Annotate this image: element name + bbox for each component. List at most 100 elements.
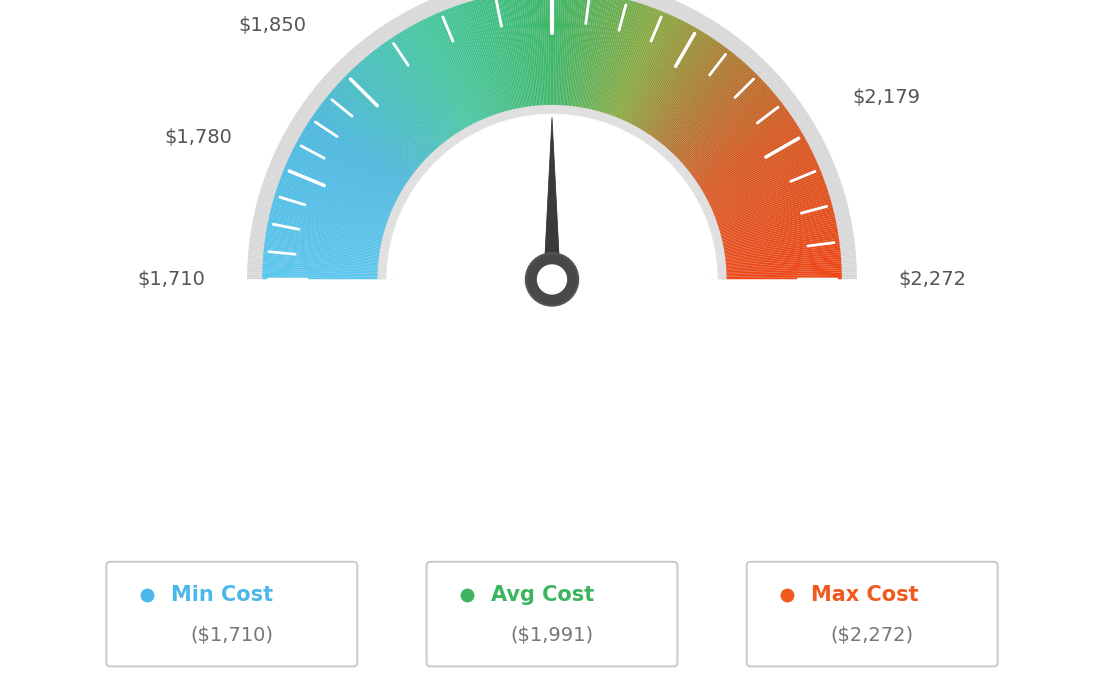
Wedge shape — [570, 0, 584, 111]
Wedge shape — [545, 0, 550, 110]
Wedge shape — [712, 188, 828, 227]
Text: Min Cost: Min Cost — [171, 585, 274, 604]
Wedge shape — [391, 37, 459, 139]
Wedge shape — [687, 104, 784, 178]
Wedge shape — [650, 40, 743, 156]
Wedge shape — [710, 253, 856, 267]
Wedge shape — [690, 130, 819, 203]
Wedge shape — [691, 132, 820, 204]
Wedge shape — [442, 0, 496, 131]
Wedge shape — [715, 205, 832, 237]
Wedge shape — [715, 208, 834, 239]
Wedge shape — [371, 52, 447, 148]
Wedge shape — [248, 246, 394, 264]
Wedge shape — [710, 244, 856, 262]
Wedge shape — [562, 0, 574, 121]
Wedge shape — [396, 16, 473, 143]
Wedge shape — [263, 264, 383, 271]
Wedge shape — [247, 258, 394, 270]
Wedge shape — [721, 268, 841, 274]
Wedge shape — [263, 277, 383, 279]
Wedge shape — [359, 62, 440, 154]
Wedge shape — [646, 34, 735, 152]
Wedge shape — [588, 0, 617, 115]
Wedge shape — [250, 237, 395, 258]
Wedge shape — [646, 39, 715, 139]
Wedge shape — [660, 55, 761, 164]
Wedge shape — [263, 268, 383, 274]
Wedge shape — [511, 0, 532, 122]
Wedge shape — [709, 237, 854, 258]
Wedge shape — [522, 0, 537, 111]
Wedge shape — [253, 217, 396, 248]
Wedge shape — [552, 0, 554, 121]
Wedge shape — [701, 144, 809, 201]
Wedge shape — [369, 34, 458, 152]
Wedge shape — [608, 0, 662, 131]
Wedge shape — [707, 162, 818, 213]
Wedge shape — [269, 212, 388, 241]
Wedge shape — [553, 0, 556, 121]
Wedge shape — [267, 225, 386, 249]
Wedge shape — [595, 0, 637, 127]
Wedge shape — [565, 0, 581, 121]
Wedge shape — [686, 116, 810, 195]
Wedge shape — [655, 49, 730, 146]
Wedge shape — [381, 26, 464, 148]
Wedge shape — [702, 148, 811, 204]
Wedge shape — [426, 1, 488, 135]
Wedge shape — [247, 263, 393, 272]
Wedge shape — [502, 0, 528, 123]
Wedge shape — [337, 62, 440, 167]
Wedge shape — [636, 28, 698, 133]
Wedge shape — [707, 206, 849, 242]
Wedge shape — [511, 0, 530, 112]
Wedge shape — [578, 0, 604, 123]
Wedge shape — [333, 66, 439, 169]
Wedge shape — [668, 68, 752, 157]
Wedge shape — [287, 126, 415, 201]
Wedge shape — [460, 4, 500, 119]
Wedge shape — [389, 21, 468, 146]
Wedge shape — [684, 110, 807, 193]
Wedge shape — [563, 0, 576, 121]
Wedge shape — [687, 106, 785, 179]
Wedge shape — [701, 176, 840, 227]
Wedge shape — [660, 56, 739, 150]
Wedge shape — [255, 206, 397, 242]
Wedge shape — [388, 40, 457, 140]
Wedge shape — [679, 88, 771, 168]
Wedge shape — [284, 168, 396, 216]
Wedge shape — [486, 0, 519, 125]
Wedge shape — [637, 29, 700, 134]
Wedge shape — [576, 0, 602, 123]
Wedge shape — [286, 128, 414, 202]
Wedge shape — [399, 14, 474, 142]
Wedge shape — [599, 0, 646, 128]
Wedge shape — [439, 0, 495, 132]
Wedge shape — [613, 0, 671, 133]
Wedge shape — [573, 0, 595, 122]
Wedge shape — [684, 98, 779, 175]
Wedge shape — [558, 0, 563, 110]
Wedge shape — [629, 13, 703, 141]
Wedge shape — [282, 137, 412, 206]
Wedge shape — [490, 0, 521, 124]
Wedge shape — [694, 124, 798, 190]
Wedge shape — [352, 68, 436, 157]
Wedge shape — [597, 0, 641, 128]
FancyBboxPatch shape — [746, 562, 998, 667]
Wedge shape — [349, 71, 434, 159]
Wedge shape — [708, 168, 820, 216]
Wedge shape — [690, 111, 789, 182]
Wedge shape — [670, 73, 757, 160]
Wedge shape — [705, 201, 848, 240]
Wedge shape — [659, 55, 736, 149]
Wedge shape — [251, 227, 395, 253]
Wedge shape — [613, 9, 659, 122]
Wedge shape — [458, 5, 499, 119]
Polygon shape — [544, 117, 560, 297]
Wedge shape — [262, 185, 401, 232]
Wedge shape — [689, 109, 788, 181]
Wedge shape — [312, 115, 413, 184]
